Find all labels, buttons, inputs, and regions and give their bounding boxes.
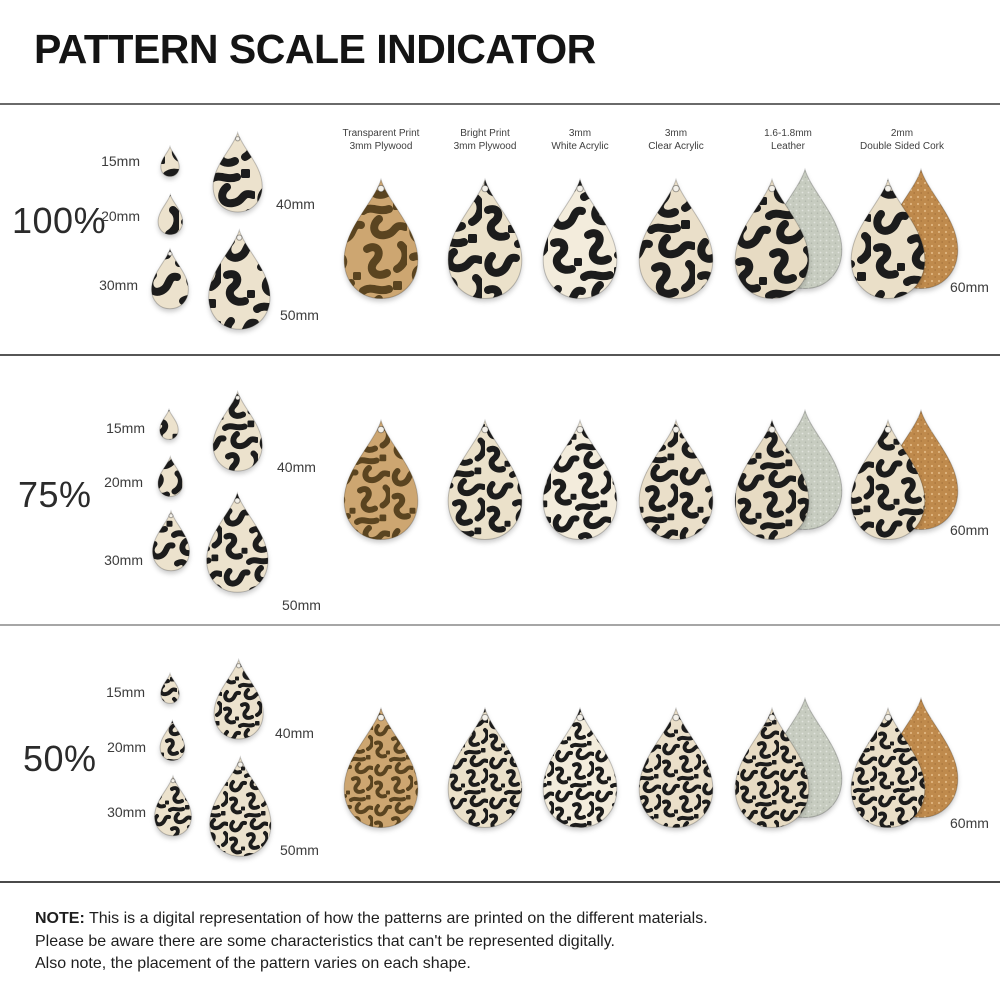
teardrop-leather (734, 177, 810, 300)
size-label-15mm: 15mm (101, 153, 140, 169)
teardrop-40mm (212, 130, 264, 213)
teardrop-20mm (157, 193, 183, 236)
note: NOTE: This is a digital representation o… (35, 910, 708, 972)
teardrop-plywood-transparent (343, 177, 419, 300)
teardrop-plywood-bright (447, 706, 523, 829)
teardrop-plywood-transparent (343, 418, 419, 541)
row-divider (0, 354, 1000, 356)
scale-label-75: 75% (18, 474, 92, 515)
material-header-plywood-transparent: Transparent Print 3mm Plywood (342, 128, 420, 152)
size-label-50mm: 50mm (280, 842, 319, 858)
size-label-30mm: 30mm (107, 804, 146, 820)
size-label-60mm: 60mm (950, 522, 989, 538)
teardrop-20mm (157, 455, 183, 498)
teardrop-cork (850, 706, 926, 829)
size-label-40mm: 40mm (277, 459, 316, 475)
teardrop-30mm (154, 774, 192, 837)
teardrop-40mm (212, 389, 264, 472)
size-label-40mm: 40mm (275, 725, 314, 741)
teardrop-white-acrylic (542, 418, 618, 541)
size-label-15mm: 15mm (106, 684, 145, 700)
row-divider (0, 624, 1000, 626)
size-label-60mm: 60mm (950, 815, 989, 831)
teardrop-50mm (207, 228, 271, 331)
page-title: PATTERN SCALE INDICATOR (34, 26, 596, 72)
teardrop-leather (734, 418, 810, 541)
size-label-50mm: 50mm (282, 597, 321, 613)
teardrop-white-acrylic (542, 706, 618, 829)
size-label-30mm: 30mm (99, 277, 138, 293)
teardrop-plywood-bright (447, 177, 523, 300)
teardrop-clear-acrylic (638, 706, 714, 829)
scale-label-50: 50% (23, 738, 97, 779)
material-header-plywood-bright: Bright Print 3mm Plywood (453, 128, 517, 152)
material-header-clear-acrylic: 3mm Clear Acrylic (648, 128, 704, 152)
teardrop-15mm (160, 144, 180, 177)
material-header-cork: 2mm Double Sided Cork (860, 128, 944, 152)
size-label-20mm: 20mm (104, 474, 143, 490)
teardrop-20mm (159, 719, 185, 762)
row-divider (0, 103, 1000, 105)
teardrop-50mm (205, 491, 269, 594)
size-label-60mm: 60mm (950, 279, 989, 295)
teardrop-clear-acrylic (638, 418, 714, 541)
teardrop-cork (850, 418, 926, 541)
material-header-white-acrylic: 3mm White Acrylic (551, 128, 609, 152)
teardrop-cork (850, 177, 926, 300)
size-label-30mm: 30mm (104, 552, 143, 568)
teardrop-15mm (160, 671, 180, 704)
teardrop-30mm (152, 509, 190, 572)
size-label-50mm: 50mm (280, 307, 319, 323)
teardrop-15mm (159, 407, 179, 440)
teardrop-white-acrylic (542, 177, 618, 300)
row-divider (0, 881, 1000, 883)
size-label-15mm: 15mm (106, 420, 145, 436)
teardrop-50mm (208, 755, 272, 858)
teardrop-clear-acrylic (638, 177, 714, 300)
size-label-40mm: 40mm (276, 196, 315, 212)
teardrop-leather (734, 706, 810, 829)
size-label-20mm: 20mm (101, 208, 140, 224)
teardrop-plywood-transparent (343, 706, 419, 829)
teardrop-30mm (151, 247, 189, 310)
material-header-leather: 1.6-1.8mm Leather (764, 128, 812, 152)
scale-label-100: 100% (12, 200, 107, 241)
note-label: NOTE: (35, 910, 85, 927)
size-label-20mm: 20mm (107, 739, 146, 755)
teardrop-plywood-bright (447, 418, 523, 541)
teardrop-40mm (213, 657, 265, 740)
